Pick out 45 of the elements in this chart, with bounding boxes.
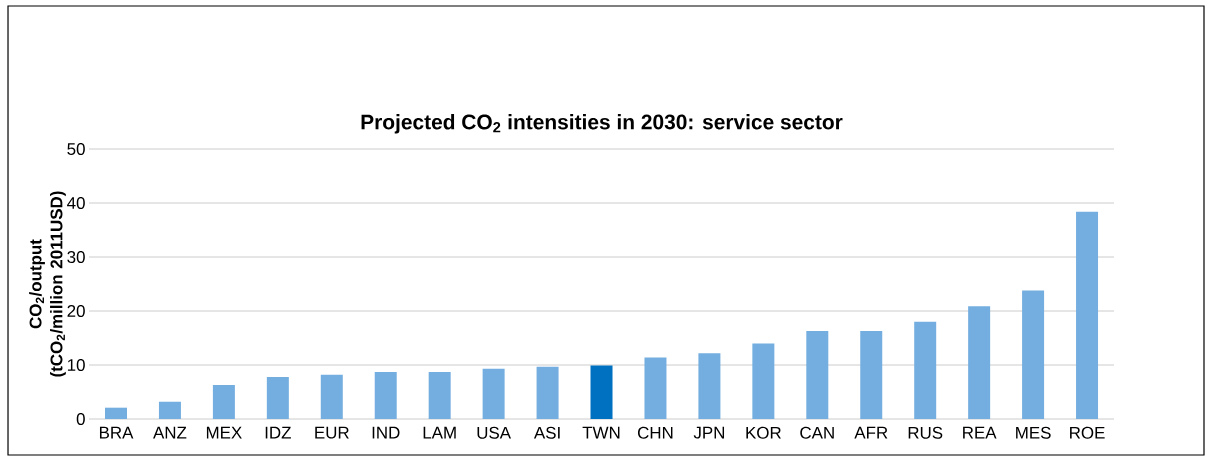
y-tick-label: 20 bbox=[67, 305, 85, 318]
x-tick-label: RUS bbox=[908, 426, 943, 439]
x-tick-label: BRA bbox=[99, 426, 134, 439]
bar bbox=[860, 331, 883, 420]
bar bbox=[158, 401, 181, 420]
bar bbox=[482, 368, 505, 420]
bar bbox=[914, 321, 937, 420]
y-tick-label: 0 bbox=[76, 413, 85, 426]
y-tick-label: 50 bbox=[67, 143, 85, 156]
x-tick-label: AFR bbox=[854, 426, 888, 439]
x-tick-label: LAM bbox=[423, 426, 456, 439]
x-tick-label: ASI bbox=[533, 426, 560, 439]
y-tick-label: 40 bbox=[67, 197, 85, 210]
x-tick-label: IDZ bbox=[265, 426, 291, 439]
x-tick-label: TWN bbox=[582, 426, 620, 439]
bar bbox=[698, 353, 721, 420]
bar bbox=[428, 372, 451, 420]
bar bbox=[105, 407, 127, 420]
x-tick-label: MEX bbox=[206, 426, 242, 439]
bar bbox=[212, 385, 235, 420]
x-tick-label: KOR bbox=[746, 426, 781, 439]
bar bbox=[266, 376, 289, 420]
x-tick-label: CAN bbox=[800, 426, 834, 439]
x-tick-label: IND bbox=[372, 426, 400, 439]
x-tick-label: MES bbox=[1016, 426, 1051, 439]
bar bbox=[590, 365, 613, 420]
bar bbox=[752, 343, 775, 420]
bar bbox=[806, 331, 829, 420]
x-tick-label: CHN bbox=[637, 426, 673, 439]
x-tick-label: REA bbox=[963, 426, 997, 439]
bar bbox=[644, 357, 667, 420]
x-tick-label: ANZ bbox=[153, 426, 187, 439]
x-tick-label: EUR bbox=[315, 426, 349, 439]
bar bbox=[968, 306, 991, 420]
bar bbox=[1022, 290, 1045, 420]
chart-title: Projected CO$_{2}$ intensities in 2030: service sector bbox=[361, 114, 843, 134]
bar bbox=[536, 366, 559, 420]
x-tick-label: USA bbox=[477, 426, 511, 439]
bar bbox=[374, 372, 397, 420]
y-tick-label: 30 bbox=[67, 251, 85, 264]
x-tick-label: ROE bbox=[1070, 426, 1105, 439]
y-tick-label: 10 bbox=[67, 359, 85, 372]
bar bbox=[320, 374, 343, 420]
bar bbox=[1076, 211, 1099, 420]
x-tick-label: JPN bbox=[693, 426, 725, 439]
